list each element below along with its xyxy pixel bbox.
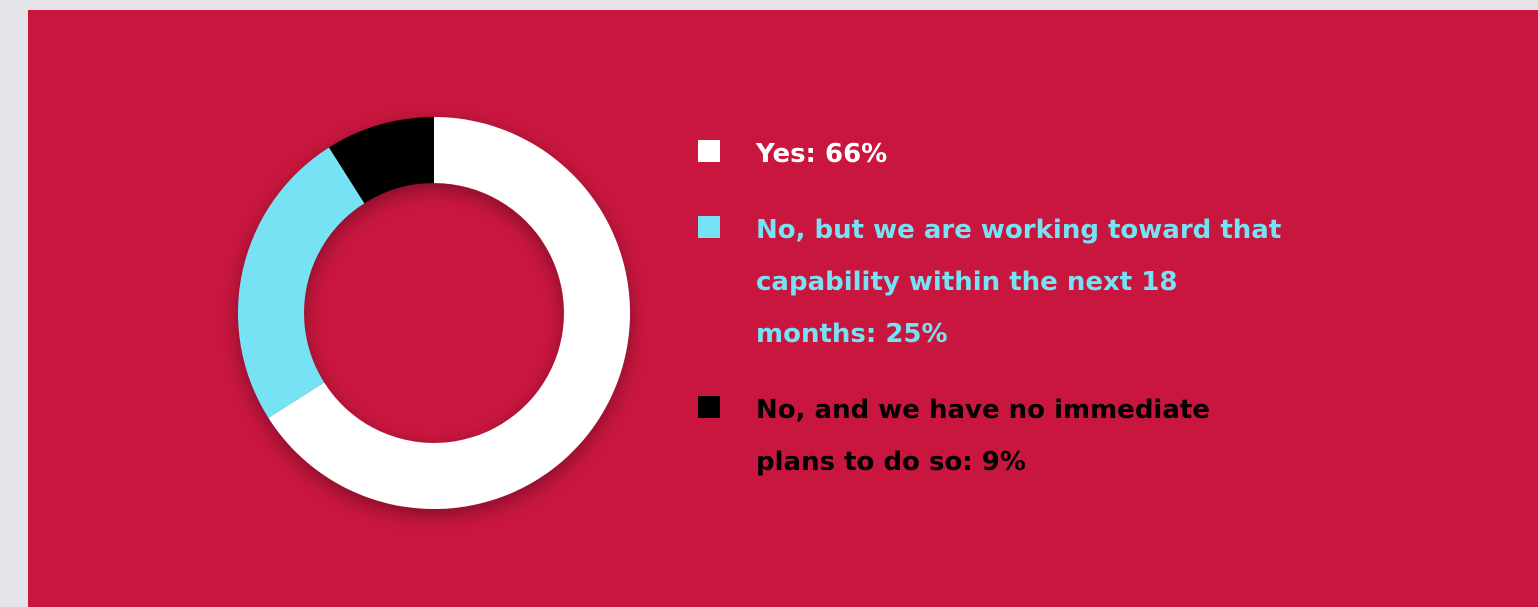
- legend-item-1: Yes: 66%: [698, 128, 1318, 180]
- donut-chart: [228, 107, 640, 519]
- donut-slice-3: [328, 117, 434, 204]
- donut-svg: [238, 117, 630, 510]
- legend-swatch: [698, 216, 720, 238]
- legend-item-2: No, but we are working toward that capab…: [698, 204, 1318, 360]
- donut-slice-2: [238, 147, 365, 419]
- chart-legend: Yes: 66% No, but we are working toward th…: [698, 128, 1318, 512]
- legend-swatch: [698, 140, 720, 162]
- chart-panel: Yes: 66% No, but we are working toward th…: [28, 10, 1538, 607]
- legend-label: Yes: 66%: [756, 139, 888, 169]
- legend-label: No, but we are working toward that capab…: [756, 215, 1282, 349]
- legend-label: No, and we have no immediate plans to do…: [756, 395, 1210, 477]
- donut-slice-1: [268, 117, 630, 510]
- legend-swatch: [698, 396, 720, 418]
- legend-item-3: No, and we have no immediate plans to do…: [698, 384, 1318, 488]
